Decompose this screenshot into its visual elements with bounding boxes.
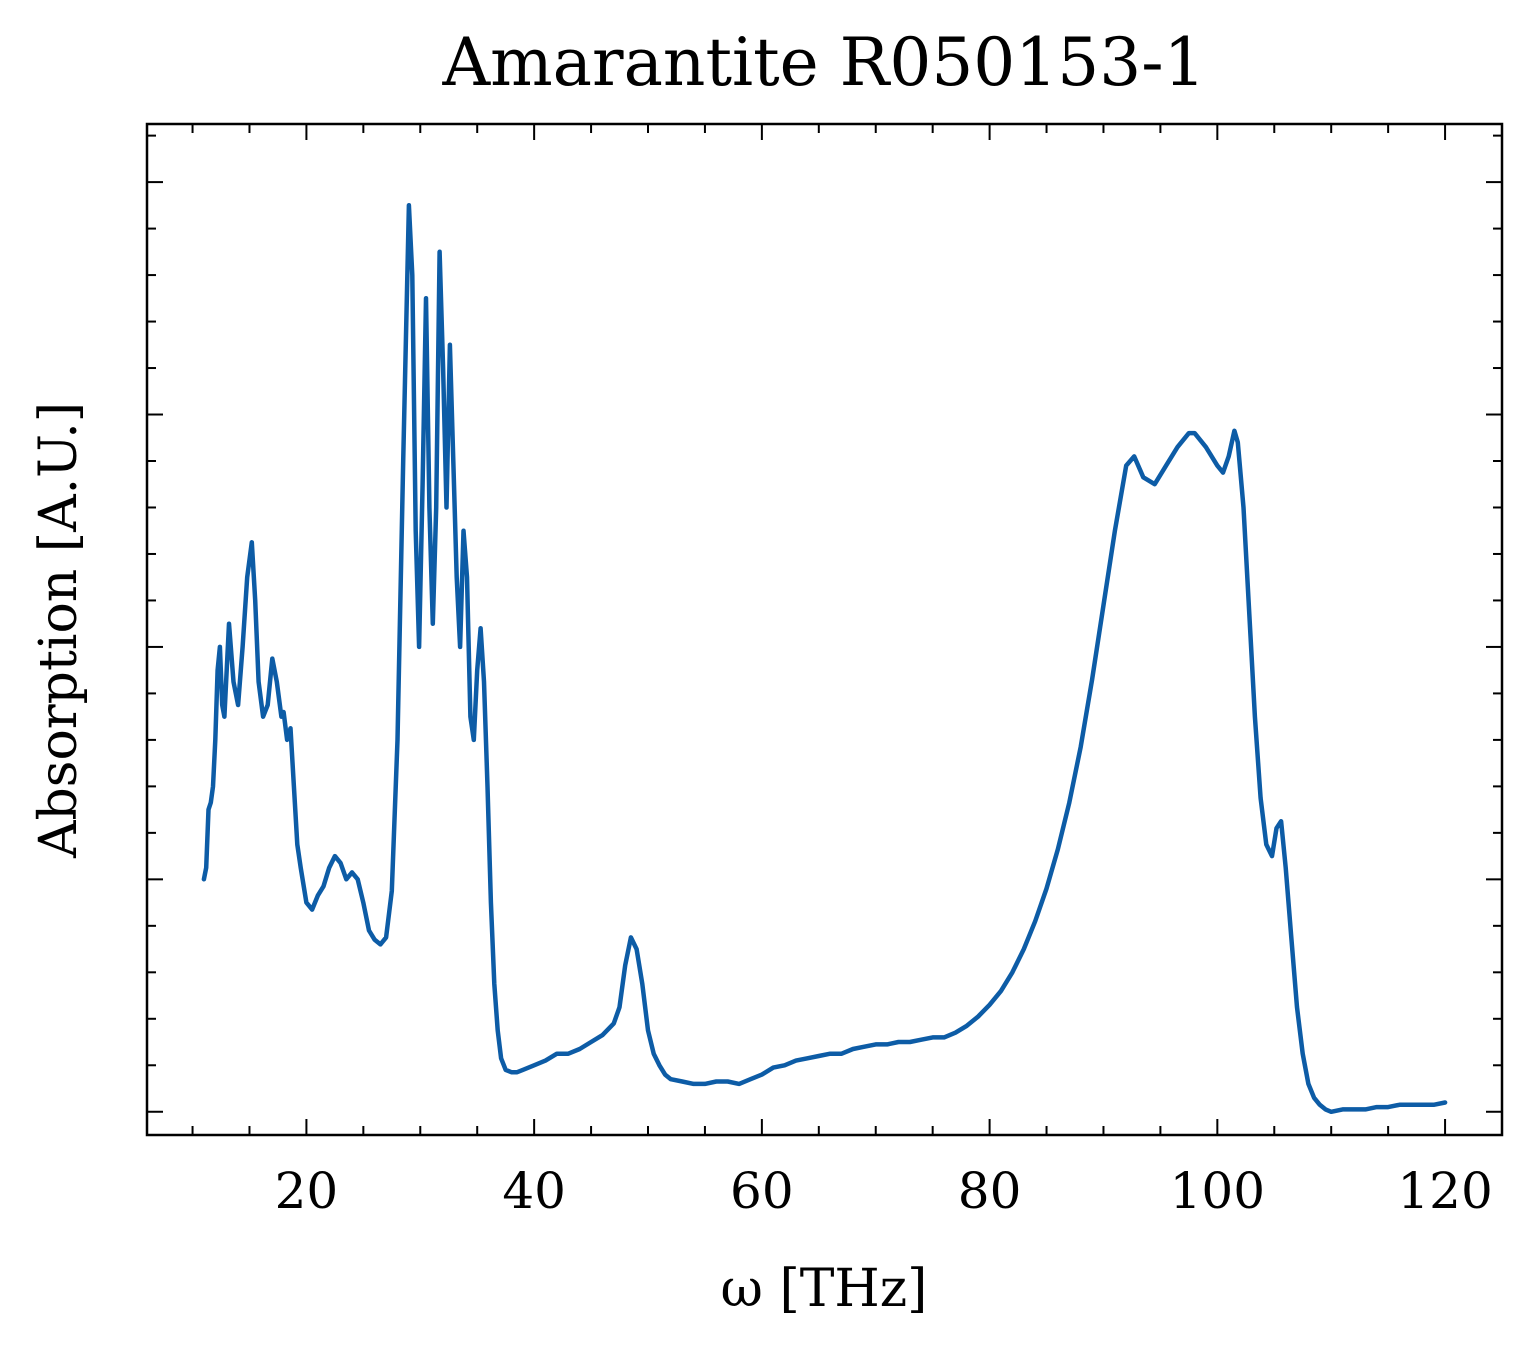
x-tick-labels: 20 40 60 80 100 120 bbox=[275, 1162, 1493, 1220]
x-tick-label: 40 bbox=[502, 1162, 566, 1220]
x-tick-label: 120 bbox=[1397, 1162, 1492, 1220]
x-axis-label: ω [THz] bbox=[721, 1259, 928, 1319]
plot-area: 20 40 60 80 100 120 bbox=[145, 122, 1504, 1220]
x-tick-label: 80 bbox=[958, 1162, 1022, 1220]
plot-frame bbox=[145, 122, 1504, 1137]
y-axis-label: Absorption [A.U.] bbox=[29, 402, 89, 859]
chart-title: Amarantite R050153-1 bbox=[441, 24, 1205, 101]
x-tick-label: 20 bbox=[275, 1162, 339, 1220]
x-tick-label: 100 bbox=[1170, 1162, 1265, 1220]
x-tick-label: 60 bbox=[730, 1162, 794, 1220]
ticks bbox=[147, 124, 1503, 1135]
series-line bbox=[201, 203, 1448, 1115]
